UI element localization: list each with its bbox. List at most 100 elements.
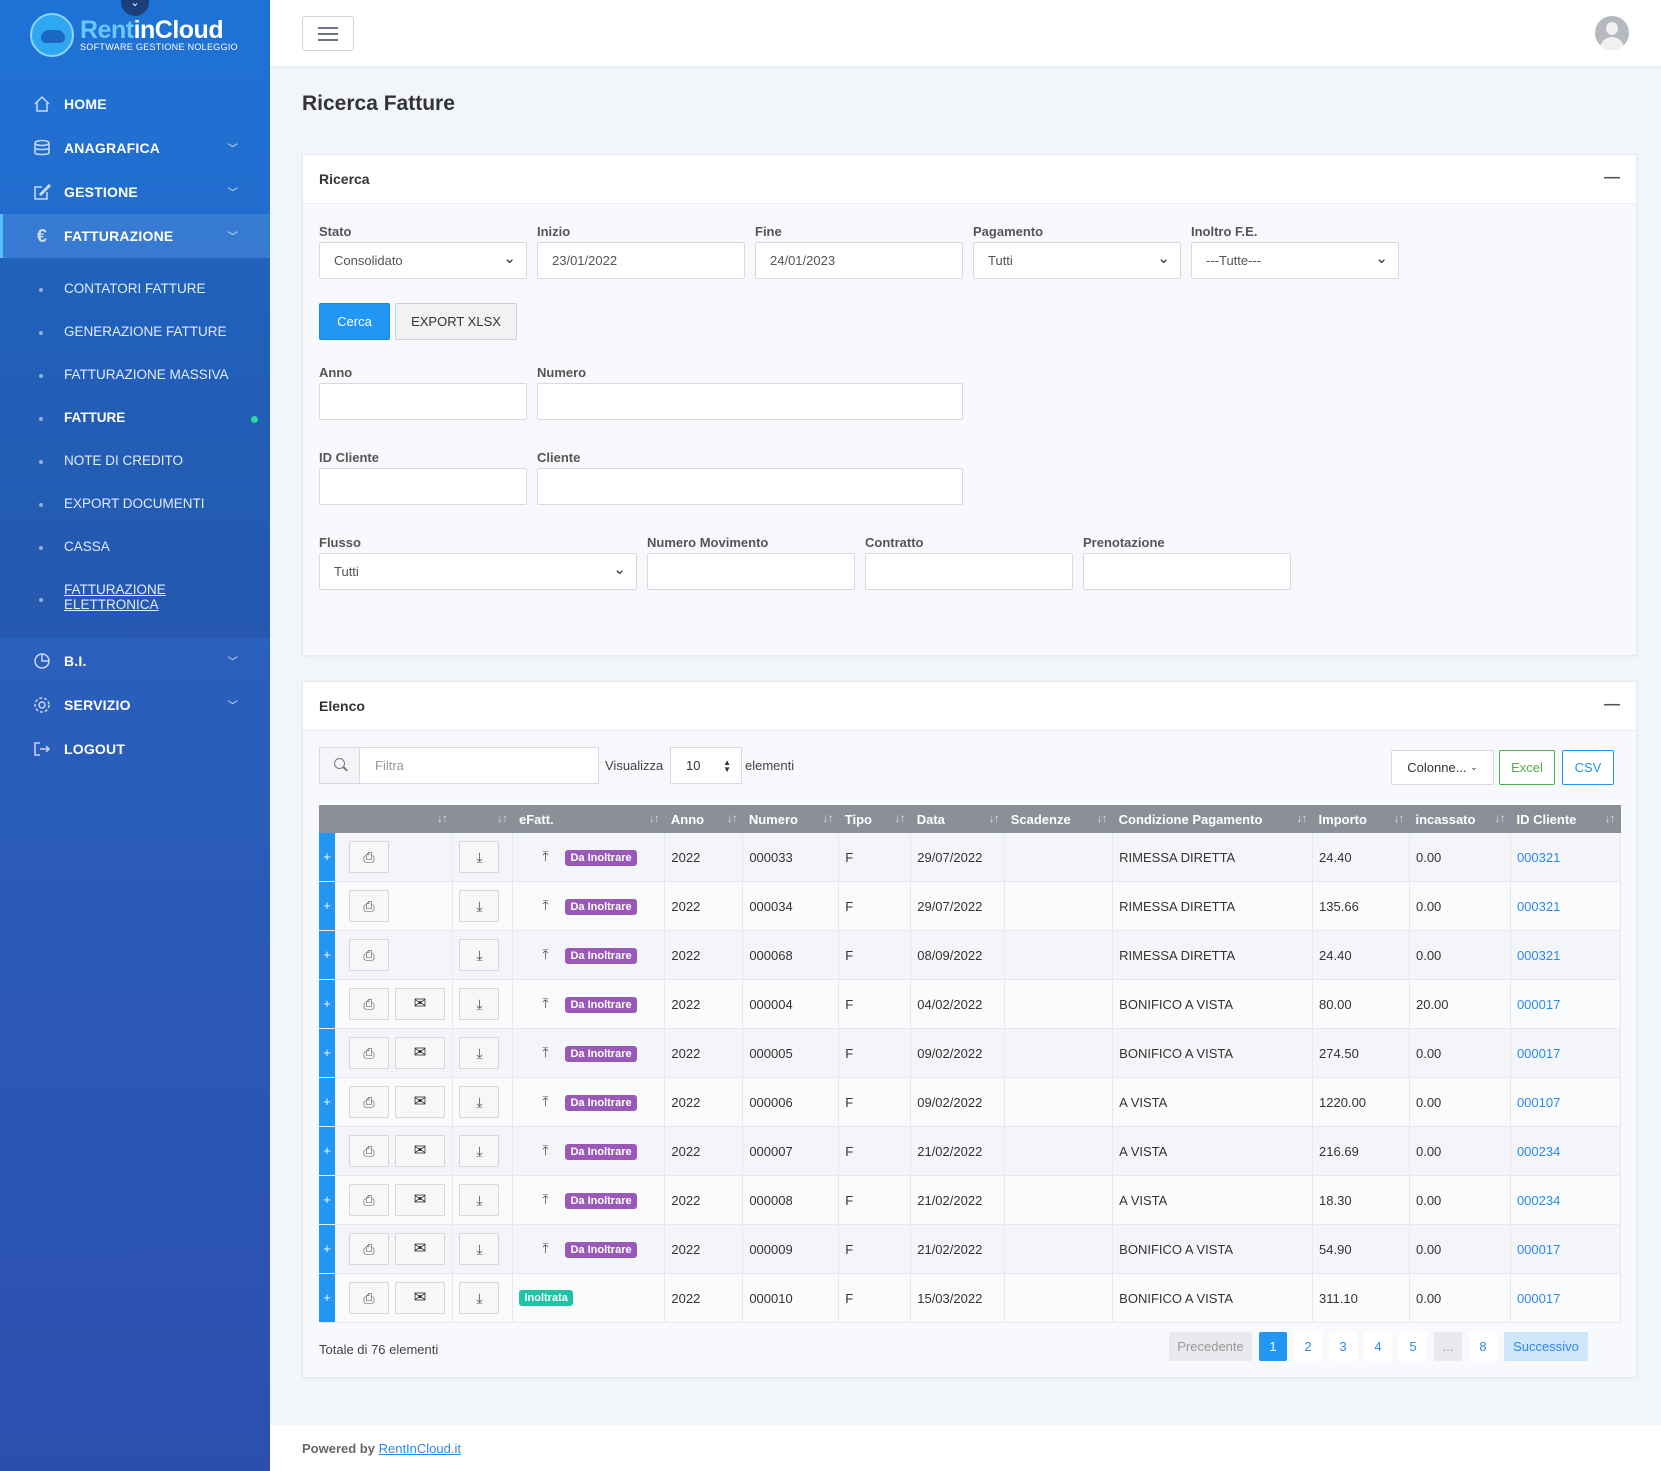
download-icon[interactable]: ⤓ — [459, 1135, 500, 1167]
print-icon[interactable]: ⎙ — [349, 1233, 389, 1265]
columns-button[interactable]: Colonne... ⌄ — [1391, 750, 1494, 785]
numero-input[interactable] — [537, 383, 963, 420]
download-icon[interactable]: ⤓ — [459, 1282, 500, 1314]
csv-button[interactable]: CSV — [1562, 750, 1614, 785]
expand-row-button[interactable]: + — [319, 882, 335, 930]
mail-icon[interactable]: ✉ — [395, 1135, 445, 1167]
pagination-page-5[interactable]: 5 — [1399, 1332, 1427, 1361]
column-header-incassato[interactable]: incassato ↓↑ — [1409, 805, 1511, 833]
submenu-generazione-fatture[interactable]: GENERAZIONE FATTURE — [0, 324, 270, 339]
cell-id-cliente-link[interactable]: 000017 — [1516, 1290, 1561, 1306]
print-icon[interactable]: ⎙ — [349, 1135, 389, 1167]
logo[interactable]: RentinCloud SOFTWARE GESTIONE NOLEGGIO — [30, 10, 238, 60]
cell-id-cliente-link[interactable]: 000321 — [1516, 898, 1561, 914]
prenotazione-input[interactable] — [1083, 553, 1291, 590]
pagination-page-4[interactable]: 4 — [1364, 1332, 1392, 1361]
download-icon[interactable]: ⤓ — [459, 1037, 500, 1069]
upload-icon[interactable]: ⤒ — [542, 897, 549, 914]
column-header-data[interactable]: Data ↓↑ — [910, 805, 1005, 833]
print-icon[interactable]: ⎙ — [349, 1037, 389, 1069]
pagination-page-8[interactable]: 8 — [1469, 1332, 1497, 1361]
mail-icon[interactable]: ✉ — [395, 1233, 445, 1265]
inizio-date-input[interactable]: 23/01/2022 — [537, 242, 745, 279]
print-icon[interactable]: ⎙ — [349, 841, 389, 873]
numero-movimento-input[interactable] — [647, 553, 855, 590]
expand-row-button[interactable]: + — [319, 931, 335, 979]
column-header-actions[interactable]: ↓↑ — [319, 805, 453, 833]
sidebar-item-home[interactable]: HOME — [0, 82, 270, 126]
upload-icon[interactable]: ⤒ — [542, 1240, 549, 1257]
upload-icon[interactable]: ⤒ — [542, 946, 549, 963]
pagination-page-2[interactable]: 2 — [1294, 1332, 1322, 1361]
cell-id-cliente-link[interactable]: 000107 — [1516, 1094, 1561, 1110]
mail-icon[interactable]: ✉ — [395, 988, 445, 1020]
upload-icon[interactable]: ⤒ — [542, 1044, 549, 1061]
collapse-icon[interactable]: — — [1604, 696, 1620, 713]
expand-row-button[interactable]: + — [319, 1274, 335, 1322]
anno-input[interactable] — [319, 383, 527, 420]
pagination-page-3[interactable]: 3 — [1329, 1332, 1357, 1361]
cell-id-cliente-link[interactable]: 000321 — [1516, 849, 1561, 865]
download-icon[interactable]: ⤓ — [459, 1233, 500, 1265]
column-header-anno[interactable]: Anno ↓↑ — [664, 805, 743, 833]
column-header-tipo[interactable]: Tipo ↓↑ — [838, 805, 911, 833]
expand-row-button[interactable]: + — [319, 1127, 335, 1175]
cell-id-cliente-link[interactable]: 000234 — [1516, 1192, 1561, 1208]
pagination-page-1[interactable]: 1 — [1259, 1332, 1287, 1361]
submenu-contatori-fatture[interactable]: CONTATORI FATTURE — [0, 281, 270, 296]
expand-row-button[interactable]: + — [319, 1225, 335, 1273]
chevron-down-icon[interactable]: ⌄ — [121, 0, 149, 16]
submenu-fatturazione-elettronica[interactable]: FATTURAZIONE ELETTRONICA — [0, 582, 270, 612]
download-icon[interactable]: ⤓ — [459, 890, 500, 922]
fine-date-input[interactable]: 24/01/2023 — [755, 242, 963, 279]
pagination-next[interactable]: Successivo — [1504, 1332, 1588, 1361]
mail-icon[interactable]: ✉ — [395, 1282, 445, 1314]
pagination-prev[interactable]: Precedente — [1169, 1332, 1252, 1361]
upload-icon[interactable]: ⤒ — [542, 995, 549, 1012]
cell-id-cliente-link[interactable]: 000017 — [1516, 1045, 1561, 1061]
column-header-efatt[interactable]: eFatt. ↓↑ — [512, 805, 665, 833]
upload-icon[interactable]: ⤒ — [542, 1191, 549, 1208]
mail-icon[interactable]: ✉ — [395, 1184, 445, 1216]
upload-icon[interactable]: ⤒ — [542, 1093, 549, 1110]
print-icon[interactable]: ⎙ — [349, 1086, 389, 1118]
download-icon[interactable]: ⤓ — [459, 841, 500, 873]
print-icon[interactable]: ⎙ — [349, 939, 389, 971]
sidebar-item-servizio[interactable]: SERVIZIO ﹀ — [0, 683, 270, 727]
column-header-id-cliente[interactable]: ID Cliente ↓↑ — [1510, 805, 1621, 833]
submenu-cassa[interactable]: CASSA — [0, 539, 270, 554]
mail-icon[interactable]: ✉ — [395, 1086, 445, 1118]
column-header-scadenze[interactable]: Scadenze ↓↑ — [1004, 805, 1113, 833]
download-icon[interactable]: ⤓ — [459, 988, 500, 1020]
contratto-input[interactable] — [865, 553, 1073, 590]
id-cliente-input[interactable] — [319, 468, 527, 505]
submenu-note-di-credito[interactable]: NOTE DI CREDITO — [0, 453, 270, 468]
flusso-select[interactable]: Tutti — [319, 553, 637, 590]
expand-row-button[interactable]: + — [319, 980, 335, 1028]
column-header-condizione-pagamento[interactable]: Condizione Pagamento ↓↑ — [1112, 805, 1313, 833]
user-avatar[interactable] — [1595, 16, 1629, 50]
inoltro-select[interactable]: ---Tutte--- — [1191, 242, 1399, 279]
column-header-numero[interactable]: Numero ↓↑ — [742, 805, 839, 833]
footer-link[interactable]: RentInCloud.it — [378, 1441, 461, 1456]
sidebar-item-gestione[interactable]: GESTIONE ﹀ — [0, 170, 270, 214]
expand-row-button[interactable]: + — [319, 1029, 335, 1077]
download-icon[interactable]: ⤓ — [459, 1184, 500, 1216]
column-header-importo[interactable]: Importo ↓↑ — [1312, 805, 1410, 833]
sidebar-item-logout[interactable]: LOGOUT — [0, 727, 270, 771]
cell-id-cliente-link[interactable]: 000234 — [1516, 1143, 1561, 1159]
page-size-select[interactable]: 10 ▲ ▼ — [670, 747, 742, 784]
submenu-export-documenti[interactable]: EXPORT DOCUMENTI — [0, 496, 270, 511]
export-xlsx-button[interactable]: EXPORT XLSX — [395, 303, 517, 340]
print-icon[interactable]: ⎙ — [349, 1282, 389, 1314]
print-icon[interactable]: ⎙ — [349, 1184, 389, 1216]
sidebar-item-fatturazione[interactable]: € FATTURAZIONE ﹀ — [0, 214, 270, 258]
cell-id-cliente-link[interactable]: 000321 — [1516, 947, 1561, 963]
download-icon[interactable]: ⤓ — [459, 1086, 500, 1118]
print-icon[interactable]: ⎙ — [349, 890, 389, 922]
menu-toggle-button[interactable] — [302, 16, 354, 51]
cell-id-cliente-link[interactable]: 000017 — [1516, 996, 1561, 1012]
collapse-icon[interactable]: — — [1604, 169, 1620, 186]
upload-icon[interactable]: ⤒ — [542, 848, 549, 865]
filter-input[interactable]: Filtra — [319, 747, 599, 784]
